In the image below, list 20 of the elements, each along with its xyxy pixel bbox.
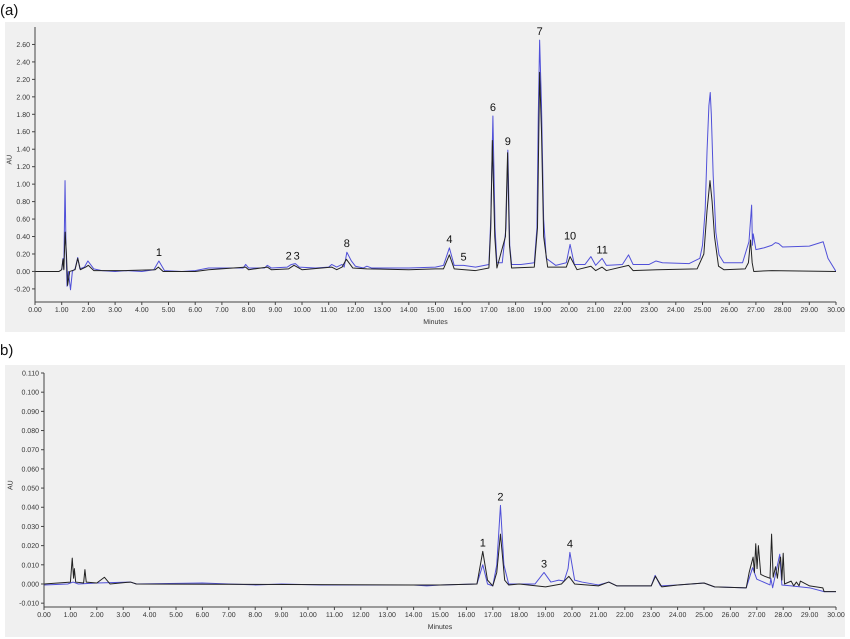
annotation: 1 [480, 537, 486, 550]
annotation: 2 [286, 250, 292, 262]
annotation: 11 [596, 244, 608, 256]
chart-title: b) [0, 342, 14, 359]
annotation: 5 [460, 251, 467, 264]
annotation: 1 [156, 246, 162, 259]
chart-title: (a) [0, 2, 18, 19]
annotation: 4 [566, 538, 573, 550]
annotation: 3 [294, 250, 300, 262]
annotation: 2 [497, 491, 504, 504]
annotation: 7 [536, 26, 543, 38]
annotation: 8 [344, 238, 350, 250]
line-series [44, 534, 836, 592]
line-series [61, 40, 836, 290]
annotation: 6 [490, 102, 496, 114]
annotation: 9 [504, 136, 511, 148]
line-series [35, 72, 836, 286]
annotation: 10 [564, 230, 576, 242]
annotation: 3 [540, 558, 548, 570]
annotation: 4 [446, 234, 452, 246]
